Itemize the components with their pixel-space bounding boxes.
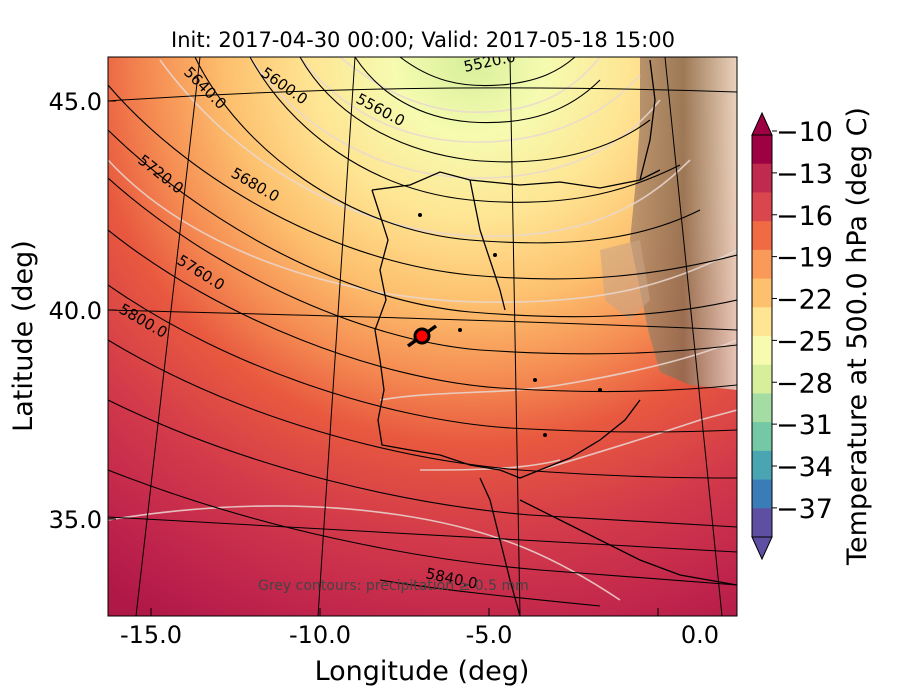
colorbar-ticks: −10 −13 −16 −19 −22 −25 −28 −31 −34 −37 — [772, 117, 833, 525]
colorbar-segment — [752, 450, 772, 481]
colorbar-segment — [752, 192, 772, 222]
colorbar-tick-label: −10 — [776, 117, 833, 148]
terrain-shading-2 — [600, 240, 650, 320]
colorbar-segment — [752, 163, 772, 193]
colorbar-segment — [752, 278, 772, 308]
y-axis-label: Latitude (deg) — [8, 240, 39, 432]
islands — [418, 213, 602, 437]
colorbar-tick-label: −22 — [776, 285, 833, 316]
x-tick-label: -5.0 — [466, 621, 513, 649]
x-tick-label: -15.0 — [120, 621, 182, 649]
colorbar-tick-label: −28 — [776, 368, 833, 399]
x-tick-label: -10.0 — [289, 621, 351, 649]
colorbar-tick-label: −34 — [776, 452, 833, 483]
colorbar-segment — [752, 221, 772, 251]
colorbar-tick-label: −16 — [776, 201, 833, 232]
colorbar-tick-label: −37 — [776, 494, 833, 525]
colorbar-tick-label: −25 — [776, 326, 833, 357]
colorbar-label: Temperature at 500.0 hPa (deg C) — [842, 107, 873, 566]
colorbar-segment — [752, 422, 772, 452]
x-tick-label: 0.0 — [681, 621, 719, 649]
colorbar-segment — [752, 508, 772, 538]
grey-contours — [108, 57, 737, 601]
coastlines — [371, 59, 737, 616]
figure-title: Init: 2017-04-30 00:00; Valid: 2017-05-1… — [171, 28, 675, 52]
colorbar-segment — [752, 135, 772, 165]
colorbar-tick-label: −19 — [776, 243, 833, 274]
colorbar-segment — [752, 307, 772, 337]
colorbar-extend-bottom — [751, 536, 773, 561]
graticule — [108, 57, 737, 616]
colorbar-segment — [752, 364, 772, 394]
colorbar-segment — [752, 479, 772, 509]
terrain-shading — [630, 57, 737, 390]
axis-ticks — [108, 100, 659, 616]
axes-frame — [107, 56, 738, 617]
colorbar — [751, 111, 773, 561]
colorbar-tick-label: −31 — [776, 410, 833, 441]
location-marker — [413, 327, 431, 345]
colorbar-segment — [752, 249, 772, 280]
colorbar-segment — [752, 336, 772, 366]
tick-labels: -15.0 -10.0 -5.0 0.0 45.0 40.0 35.0 — [49, 88, 720, 649]
colorbar-extend-top — [751, 111, 773, 136]
y-tick-label: 40.0 — [49, 297, 102, 325]
height-contours — [108, 57, 737, 607]
footnote: Grey contours: precipitation ≥ 0.5 mm — [258, 578, 529, 594]
colorbar-frame — [751, 134, 773, 538]
colorbar-segment — [752, 393, 772, 423]
y-tick-label: 45.0 — [49, 88, 102, 116]
x-axis-label: Longitude (deg) — [315, 656, 530, 687]
y-tick-label: 35.0 — [49, 506, 102, 534]
map-panel: 5520.0 5560.0 5600.0 5640.0 5680.0 5720.… — [108, 57, 737, 616]
colorbar-tick-label: −13 — [776, 159, 833, 190]
